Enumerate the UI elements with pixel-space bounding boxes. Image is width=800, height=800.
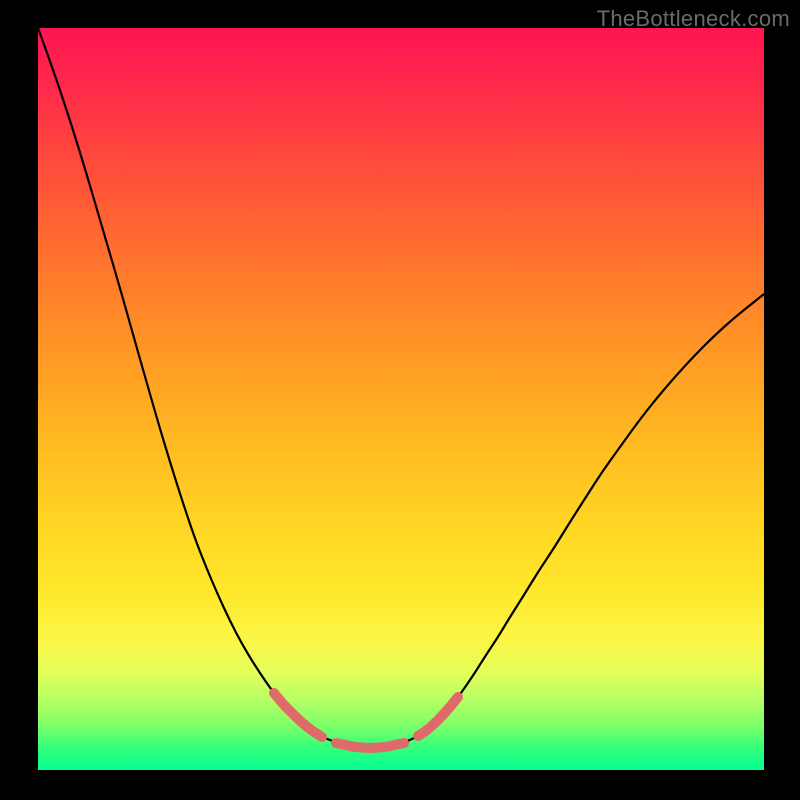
bottleneck-curve xyxy=(38,28,764,748)
curve-layer xyxy=(0,0,800,800)
highlight-segment-flat xyxy=(336,743,404,748)
highlight-segment-right xyxy=(418,697,458,736)
highlight-segment-left xyxy=(274,693,322,737)
figure-outer: TheBottleneck.com xyxy=(0,0,800,800)
watermark-text: TheBottleneck.com xyxy=(597,6,790,32)
